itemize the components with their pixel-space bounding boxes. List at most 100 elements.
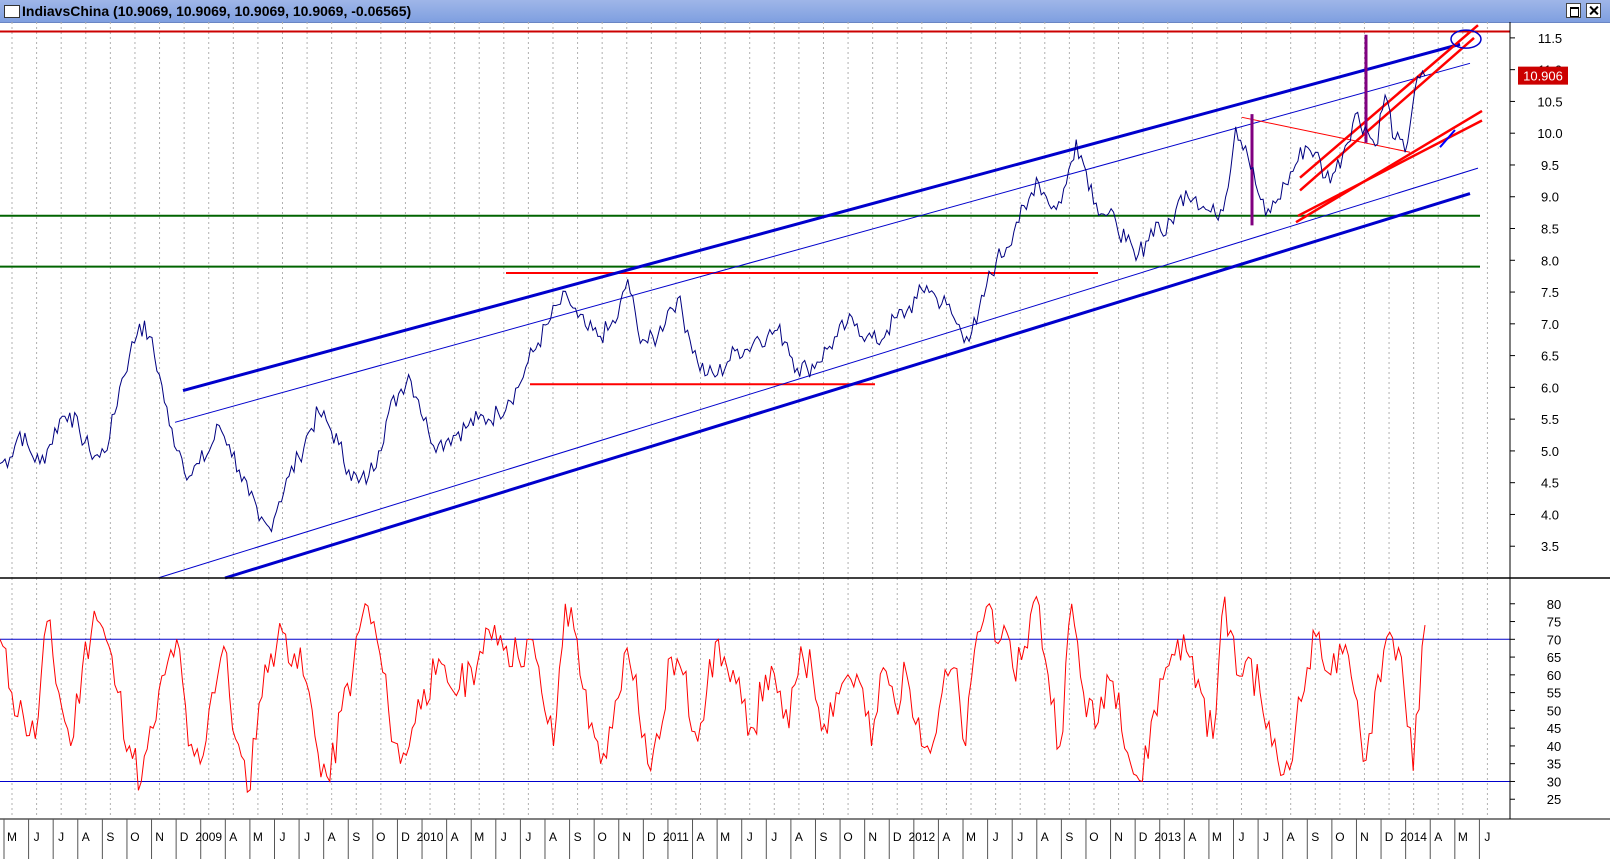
time-label: A [795,830,803,844]
time-label: M [253,830,263,844]
time-label: J [1239,830,1245,844]
price-tick-label: 7.0 [1541,317,1559,332]
time-label: A [451,830,459,844]
oscillator-line [0,595,1426,794]
oscillator-axis-ticks: 25 30 35 40 45 50 55 60 65 70 75 80 [1510,597,1561,807]
time-label: A [697,830,705,844]
price-tick-label: 9.0 [1541,190,1559,205]
time-label: A [229,830,237,844]
price-tick-label: 5.0 [1541,444,1559,459]
window-titlebar: IndiavsChina (10.9069, 10.9069, 10.9069,… [0,0,1610,23]
time-label: S [352,830,360,844]
window-title: IndiavsChina (10.9069, 10.9069, 10.9069,… [22,3,411,19]
price-axis-ticks: 3.5 4.0 4.5 5.0 5.5 6.0 6.5 7.0 7.5 8.0 8.5 9.0 9.5 1… [1510,31,1563,554]
time-label: D [180,830,189,844]
time-label: J [34,830,40,844]
time-label: J [58,830,64,844]
time-label: 2013 [1154,830,1181,844]
oscillator-tick-label: 40 [1547,739,1561,754]
highlight-circle [1450,29,1482,49]
price-tick-label: 7.5 [1541,285,1559,300]
price-tick-label: 8.0 [1541,253,1559,268]
chart-symbol: IndiavsChina [22,3,110,19]
time-label: D [401,830,410,844]
oscillator-tick-label: 50 [1547,703,1561,718]
price-tick-label: 9.5 [1541,158,1559,173]
oscillator-tick-label: 60 [1547,668,1561,683]
trend-line [1241,116,1411,153]
oscillator-tick-label: 30 [1547,774,1561,789]
time-label: D [1139,830,1148,844]
time-label: N [1360,830,1369,844]
time-label: D [647,830,656,844]
oscillator-tick-label: 70 [1547,632,1561,647]
time-axis-labels: M J J A S O N D 2009 A M J J A S O D 2010 A M J J A S O N D 2011 A M J… [3,819,1490,859]
time-label: J [525,830,531,844]
time-label: N [155,830,164,844]
time-label: J [501,830,507,844]
price-tick-label: 4.0 [1541,507,1559,522]
time-label: M [720,830,730,844]
time-label: A [942,830,950,844]
time-label: N [622,830,631,844]
price-tick-label: 10.0 [1537,126,1562,141]
time-label: M [7,830,17,844]
time-label: 2014 [1400,830,1427,844]
short-channel-upper [1299,24,1479,179]
price-tick-label: 5.5 [1541,412,1559,427]
oscillator-tick-label: 80 [1547,597,1561,612]
time-label: S [1065,830,1073,844]
price-tick-label: 11.5 [1538,31,1562,46]
chart-axes [0,22,1610,820]
time-label: M [1458,830,1468,844]
oscillator-tick-label: 35 [1547,757,1561,772]
channel-mid-upper-line [174,62,1471,423]
time-label: N [868,830,877,844]
time-label: J [1484,830,1490,844]
time-label: D [1385,830,1394,844]
time-label: A [1188,830,1196,844]
oscillator-reference-lines [0,638,1510,782]
short-channel-upper [1299,36,1475,192]
price-line [0,69,1426,533]
time-label: N [1114,830,1123,844]
time-label: 2010 [417,830,444,844]
channel-lower-line [224,192,1471,580]
chart-grid [11,22,1488,817]
time-label: A [328,830,336,844]
price-tick-label: 6.5 [1541,349,1559,364]
time-label: 2009 [195,830,222,844]
time-label: J [993,830,999,844]
time-label: O [843,830,852,844]
annotation-lines [0,24,1510,580]
last-value-box [1518,66,1568,85]
time-label: M [1212,830,1222,844]
close-button[interactable] [1586,3,1601,18]
oscillator-tick-label: 45 [1547,721,1561,736]
window-icon [4,5,20,18]
price-tick-label: 6.0 [1541,380,1559,395]
time-label: 2012 [908,830,935,844]
restore-button[interactable] [1566,3,1581,18]
short-channel-lower [1295,109,1483,224]
time-label: O [376,830,385,844]
price-tick-label: 4.5 [1541,476,1559,491]
chart-area: 3.5 4.0 4.5 5.0 5.5 6.0 6.5 7.0 7.5 8.0 8.5 9.0 9.5 1… [0,22,1610,859]
last-value-text: 10.906 [1523,69,1563,84]
time-label: S [1311,830,1319,844]
time-label: O [1335,830,1344,844]
time-label: A [1287,830,1295,844]
time-label: O [1089,830,1098,844]
time-label: S [574,830,582,844]
last-value-label: 10.906 [1518,66,1568,85]
time-label: A [549,830,557,844]
time-label: A [1041,830,1049,844]
time-label: A [1434,830,1442,844]
short-channel-lower [1297,119,1483,217]
time-label: J [1263,830,1269,844]
time-label: S [819,830,827,844]
time-label: J [279,830,285,844]
time-label: J [1017,830,1023,844]
time-label: M [474,830,484,844]
time-label: A [82,830,90,844]
